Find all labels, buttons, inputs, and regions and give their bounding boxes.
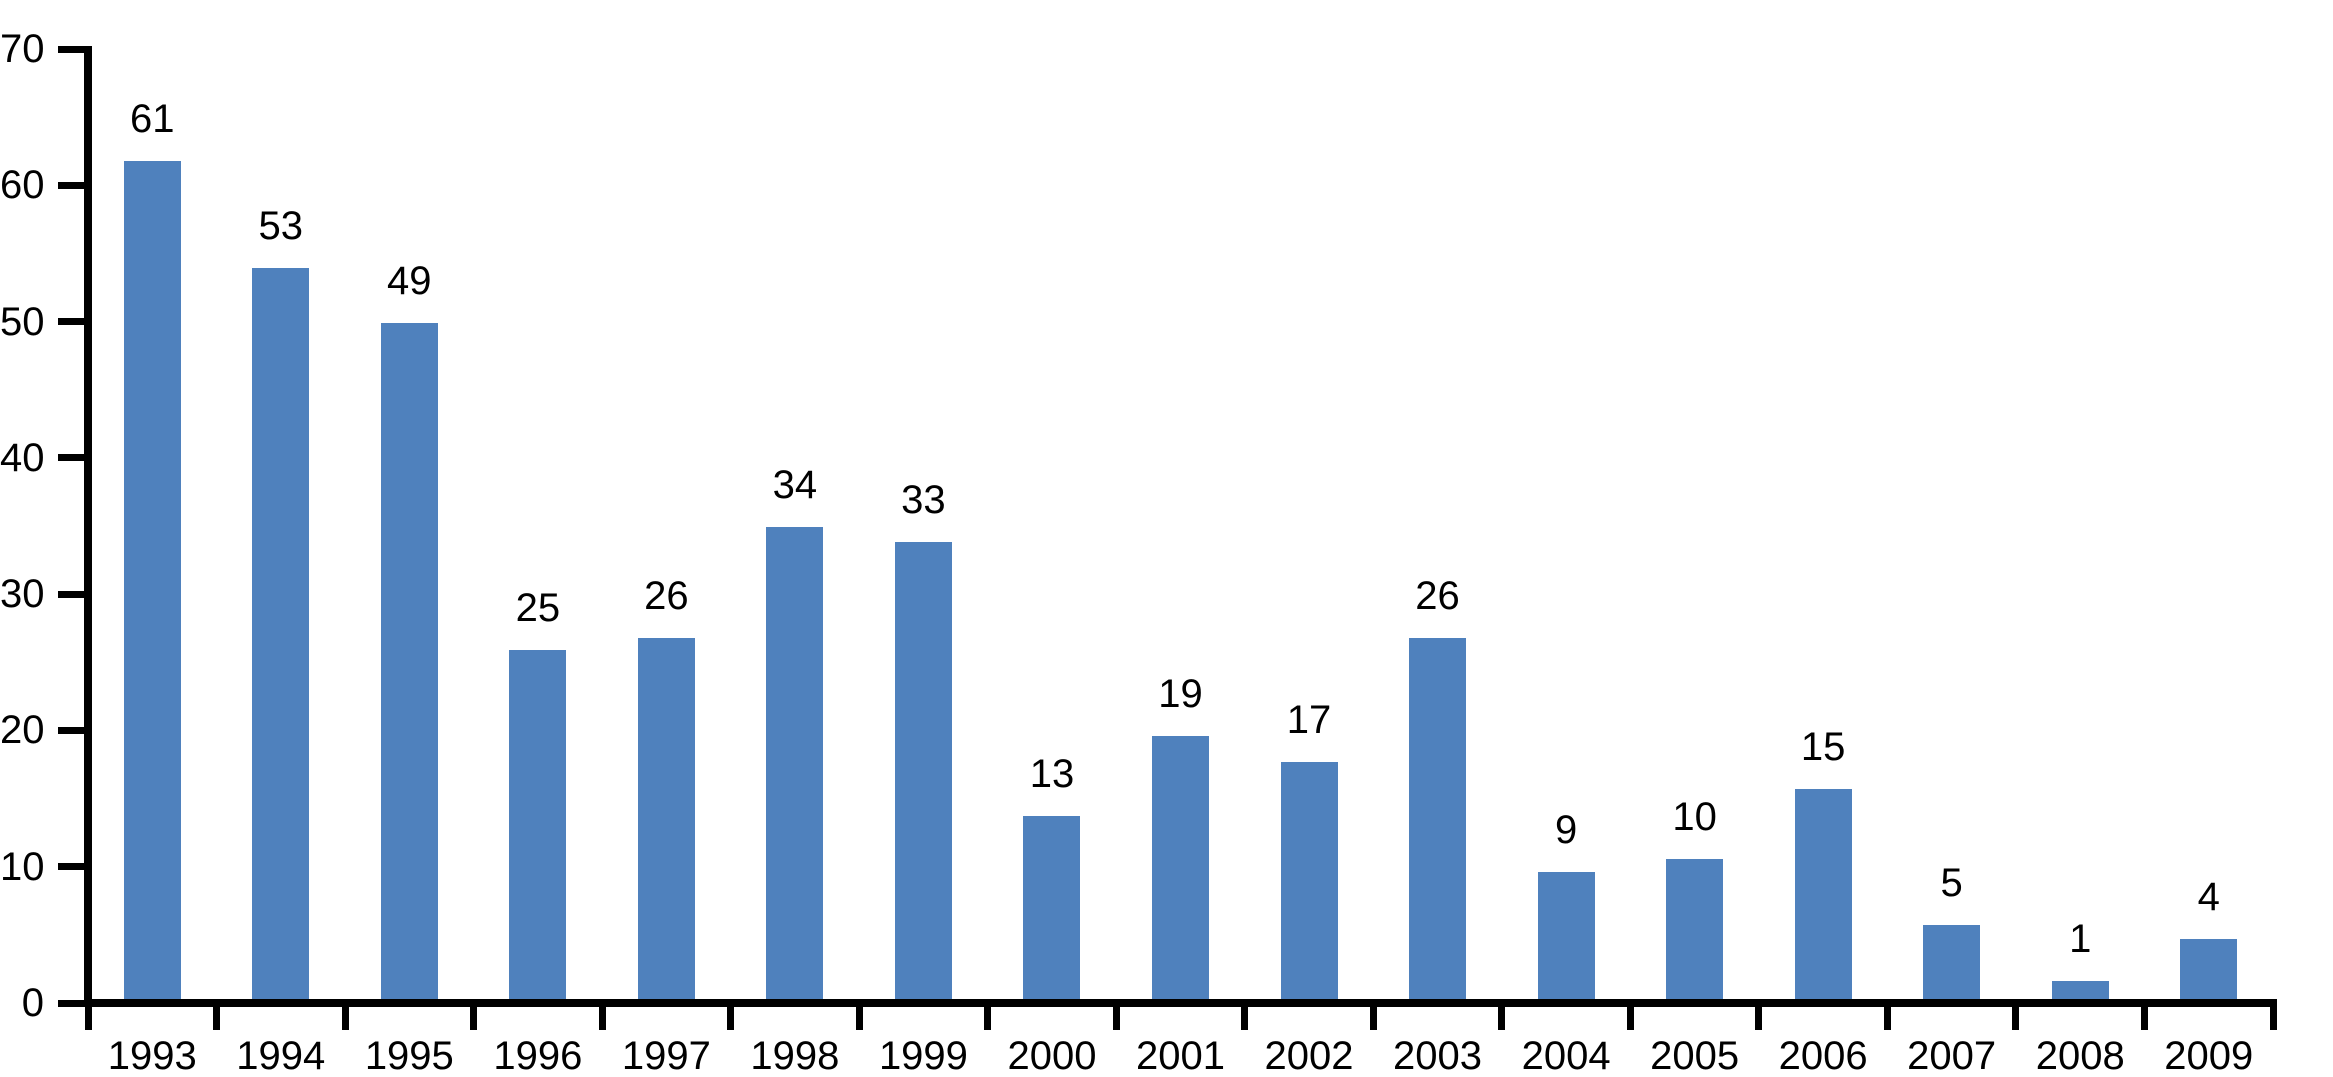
x-axis-label-1994: 1994 [236,1034,326,1077]
y-tick-10 [58,863,84,871]
bar-value-label-2004: 9 [1554,808,1578,853]
y-tick-60 [58,181,84,189]
x-tick-9 [1241,1003,1249,1030]
y-axis-label-20: 20 [0,708,45,753]
bar-value-label-1999: 33 [901,478,946,523]
x-axis-label-2004: 2004 [1521,1034,1611,1077]
bar-2003 [1409,637,1467,1003]
bar-value-label-1996: 25 [515,586,561,631]
x-axis-label-1996: 1996 [493,1034,583,1077]
x-tick-11 [1498,1003,1506,1030]
bar-1999 [894,542,952,1003]
x-axis-label-2001: 2001 [1136,1034,1225,1077]
x-tick-8 [1112,1003,1120,1030]
bar-2006 [1794,789,1852,1003]
bar-value-label-2006: 15 [1800,725,1846,770]
y-tick-30 [58,590,84,598]
bar-value-label-2000: 13 [1029,752,1075,797]
bar-2001 [1152,735,1209,1003]
bar-value-label-2005: 10 [1672,794,1717,839]
bar-2004 [1537,872,1595,1003]
bar-value-label-1993: 61 [130,96,175,141]
bar-value-label-2003: 26 [1415,573,1460,618]
bar-value-label-1997: 26 [644,573,689,618]
y-axis-line [84,45,92,1007]
bar-2005 [1666,858,1724,1003]
x-tick-1 [213,1003,221,1030]
bar-1994 [252,268,310,1003]
bar-value-label-2001: 19 [1158,671,1203,716]
y-axis-label-50: 50 [0,299,45,344]
bar-2000 [1023,816,1081,1003]
x-axis-label-2008: 2008 [2035,1034,2125,1077]
bar-value-label-2008: 1 [2069,917,2092,962]
x-axis-label-2003: 2003 [1393,1034,1483,1077]
x-axis-label-1993: 1993 [107,1034,197,1077]
y-tick-50 [58,318,84,326]
x-tick-7 [984,1003,992,1030]
x-axis-label-2007: 2007 [1907,1034,1997,1077]
y-axis-label-10: 10 [0,844,45,889]
y-tick-0 [58,999,84,1007]
x-tick-12 [1626,1003,1634,1030]
x-axis-label-1995: 1995 [364,1034,454,1077]
x-axis-label-2006: 2006 [1778,1034,1868,1077]
bar-value-label-1998: 34 [772,463,818,508]
y-tick-70 [58,45,84,53]
y-axis-label-0: 0 [21,981,44,1025]
bar-value-label-2007: 5 [1940,861,1963,906]
bar-value-label-2002: 17 [1286,697,1332,742]
bar-1993 [123,160,181,1003]
bar-1998 [766,527,824,1003]
bar-value-label-1995: 49 [387,258,432,303]
y-tick-40 [58,454,84,462]
bar-1997 [637,637,695,1003]
x-tick-14 [1883,1003,1891,1030]
y-axis-label-60: 60 [0,163,45,208]
x-tick-10 [1369,1003,1377,1030]
bar-1996 [509,650,567,1003]
x-axis-line [84,999,2277,1007]
bar-2007 [1923,925,1981,1003]
y-axis-label-40: 40 [0,435,45,480]
x-axis-label-1997: 1997 [621,1034,711,1077]
y-axis-label-70: 70 [0,27,45,71]
x-axis-label-2005: 2005 [1650,1034,1740,1077]
x-tick-2 [341,1003,349,1030]
bar-1995 [380,322,438,1003]
x-tick-15 [2012,1003,2020,1030]
x-tick-6 [855,1003,863,1030]
x-tick-17 [2269,1003,2277,1030]
x-axis-label-1998: 1998 [750,1034,840,1077]
x-tick-4 [598,1003,606,1030]
x-axis-label-2009: 2009 [2164,1034,2254,1077]
bar-value-label-2009: 4 [2197,874,2220,919]
x-tick-0 [84,1003,92,1030]
x-tick-3 [470,1003,478,1030]
x-tick-16 [2140,1003,2148,1030]
x-axis-label-1999: 1999 [878,1034,968,1077]
bar-value-label-1994: 53 [258,204,304,249]
x-axis-label-2002: 2002 [1264,1034,1354,1077]
y-axis-label-30: 30 [0,572,45,617]
x-tick-5 [727,1003,735,1030]
bar-2008 [2051,981,2109,1003]
x-tick-13 [1755,1003,1763,1030]
bar-2002 [1280,761,1338,1003]
y-tick-20 [58,726,84,734]
bar-2009 [2180,938,2238,1003]
x-axis-label-2000: 2000 [1007,1034,1097,1077]
